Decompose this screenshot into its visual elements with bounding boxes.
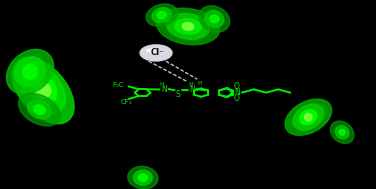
Text: CF₃: CF₃ <box>121 99 132 105</box>
Circle shape <box>141 46 171 60</box>
Ellipse shape <box>210 15 219 23</box>
Ellipse shape <box>167 14 209 39</box>
Circle shape <box>143 46 170 60</box>
Ellipse shape <box>133 170 152 185</box>
Text: S: S <box>176 90 181 99</box>
Ellipse shape <box>285 99 332 135</box>
Text: N: N <box>234 88 240 97</box>
Text: F₃C: F₃C <box>112 82 124 88</box>
Ellipse shape <box>205 10 224 27</box>
Ellipse shape <box>339 129 345 135</box>
Ellipse shape <box>293 104 324 130</box>
Ellipse shape <box>21 67 65 115</box>
Ellipse shape <box>331 121 354 143</box>
Circle shape <box>140 45 172 61</box>
Ellipse shape <box>305 113 312 121</box>
Ellipse shape <box>36 83 51 98</box>
Ellipse shape <box>128 166 158 189</box>
Circle shape <box>139 44 173 61</box>
Ellipse shape <box>175 19 201 34</box>
Text: Cl⁻: Cl⁻ <box>151 48 164 57</box>
Ellipse shape <box>157 11 166 19</box>
Ellipse shape <box>335 126 349 139</box>
Text: H: H <box>159 82 164 88</box>
Ellipse shape <box>138 174 147 181</box>
Ellipse shape <box>146 4 177 26</box>
Ellipse shape <box>199 6 230 32</box>
Ellipse shape <box>15 57 45 87</box>
Ellipse shape <box>27 100 52 119</box>
Ellipse shape <box>147 49 156 52</box>
Circle shape <box>140 45 172 61</box>
Ellipse shape <box>30 76 57 106</box>
Ellipse shape <box>6 49 54 94</box>
Ellipse shape <box>182 23 194 30</box>
Ellipse shape <box>23 64 38 79</box>
Ellipse shape <box>152 8 171 23</box>
Ellipse shape <box>34 105 45 114</box>
Ellipse shape <box>12 58 74 124</box>
Ellipse shape <box>18 93 61 126</box>
Text: H: H <box>197 81 202 86</box>
Ellipse shape <box>156 8 220 45</box>
Text: N: N <box>190 85 196 94</box>
Text: H: H <box>188 82 193 88</box>
Text: O: O <box>234 94 240 104</box>
Text: N: N <box>161 85 167 94</box>
Circle shape <box>144 47 168 59</box>
Text: O: O <box>234 82 240 91</box>
Ellipse shape <box>300 110 317 125</box>
